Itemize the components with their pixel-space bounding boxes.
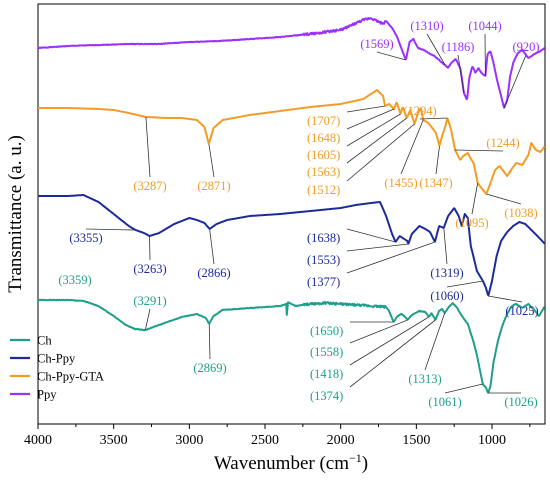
peak-leader-line: [419, 117, 448, 120]
peak-label: (1244): [486, 136, 519, 150]
peak-leader-line: [145, 116, 151, 178]
x-axis-title-end: ): [362, 453, 368, 474]
peak-label: (1455): [384, 176, 417, 190]
peak-label: (1553): [307, 253, 340, 267]
x-tick-label: 1000: [478, 433, 506, 448]
peak-leader-line: [424, 312, 446, 371]
peak-label: (920): [512, 40, 539, 54]
peak-leader-line: [144, 308, 151, 331]
peak-leader-line: [85, 228, 136, 231]
x-tick-label: 2500: [251, 433, 279, 448]
peak-leader-line: [346, 228, 396, 243]
peak-leader-line: [349, 316, 430, 366]
peak-leader-line: [446, 280, 483, 288]
peak-label: (1707): [307, 114, 340, 128]
peak-leader-line: [471, 182, 479, 215]
series-line-ch-ppy-gta: [37, 89, 546, 195]
peak-label: (2869): [193, 361, 226, 375]
peak-label: (3355): [69, 231, 102, 245]
peak-label: (1374): [310, 389, 343, 403]
peak-leader-line: [426, 33, 446, 66]
peak-leader-line: [503, 54, 527, 109]
peak-leader-line: [149, 235, 151, 261]
peak-label: (1347): [419, 176, 452, 190]
peak-label: (1025): [505, 304, 538, 318]
peak-leader-line: [346, 117, 408, 164]
x-axis-title-sup: −1: [349, 451, 362, 465]
peak-leader-line: [346, 105, 386, 113]
peak-label: (1060): [430, 289, 463, 303]
x-tick-label: 1500: [402, 433, 430, 448]
legend: Ch Ch-Ppy Ch-Ppy-GTA Ppy: [10, 334, 104, 402]
x-tick-label: 3000: [175, 433, 203, 448]
peak-label: (1563): [307, 165, 340, 179]
peak-leader-line: [346, 241, 436, 274]
peak-label: (1294): [403, 104, 436, 118]
plot-frame: [37, 3, 546, 425]
peak-label: (1313): [408, 372, 441, 386]
peak-leader-line: [435, 145, 440, 175]
peak-leader-line: [208, 143, 215, 178]
peak-label: (3287): [133, 179, 166, 193]
y-axis-title: Transmittance (a. u.): [5, 135, 26, 293]
peak-leader-line: [346, 123, 415, 182]
peak-leader-line: [376, 51, 407, 61]
peak-leader-line: [349, 319, 408, 344]
legend-label: Ppy: [37, 388, 57, 402]
peak-label: (1512): [307, 183, 340, 197]
x-axis-title: Wavenumber (cm−1): [214, 451, 368, 474]
peak-label: (1319): [430, 266, 463, 280]
peak-label: (1044): [468, 19, 501, 33]
peak-label: (1558): [310, 345, 343, 359]
legend-label: Ch-Ppy: [37, 352, 76, 366]
peak-leader-line: [457, 54, 465, 94]
peak-label: (1310): [410, 19, 443, 33]
peak-label: (1650): [310, 324, 343, 338]
peak-label: (1095): [455, 216, 488, 230]
peak-leader-line: [346, 243, 409, 252]
peak-leader-line: [400, 119, 424, 175]
peak-leader-line: [455, 149, 504, 152]
peak-label: (3291): [133, 294, 166, 308]
peak-label: (1038): [504, 206, 537, 220]
peak-label: (1061): [428, 395, 461, 409]
peak-label: (3263): [133, 262, 166, 276]
legend-label: Ch: [37, 334, 52, 348]
peak-label: (1638): [307, 231, 340, 245]
x-tick-label: 4000: [24, 433, 52, 448]
x-axis-title-main: Wavenumber (cm: [214, 453, 349, 474]
x-tick-label: 3500: [100, 433, 128, 448]
peak-leader-line: [208, 323, 211, 360]
peak-label: (1026): [504, 395, 537, 409]
series-line-ch-ppy: [37, 194, 546, 297]
peak-leader-line: [209, 228, 215, 265]
series-line-ch: [37, 298, 546, 394]
peak-leader-line: [346, 108, 395, 130]
peak-label: (1605): [307, 148, 340, 162]
peak-label: (3359): [58, 273, 91, 287]
peak-label: (1186): [442, 40, 475, 54]
peak-leader-line: [444, 383, 483, 394]
peak-leader-line: [346, 113, 401, 147]
x-tick-label: 2000: [327, 433, 355, 448]
peak-leader-line: [486, 193, 522, 205]
peak-leader-line: [488, 295, 523, 303]
annotation-layer: (3359) (3291) (2869) (1650) (1558) (1418) (137…: [58, 19, 539, 409]
legend-label: Ch-Ppy-GTA: [37, 370, 104, 384]
peak-label: (1418): [310, 367, 343, 381]
peak-label: (2866): [197, 266, 230, 280]
peak-label: (1377): [307, 275, 340, 289]
series-layer: [37, 17, 546, 394]
x-axis: 4000 3500 3000 2500 2000 1500 1000: [24, 424, 531, 448]
peak-label: (1648): [307, 131, 340, 145]
peak-label: (2871): [197, 179, 230, 193]
peak-leader-line: [443, 227, 448, 265]
peak-leader-line: [349, 319, 436, 388]
peak-label: (1569): [360, 37, 393, 51]
plot-area-border: [37, 3, 546, 425]
